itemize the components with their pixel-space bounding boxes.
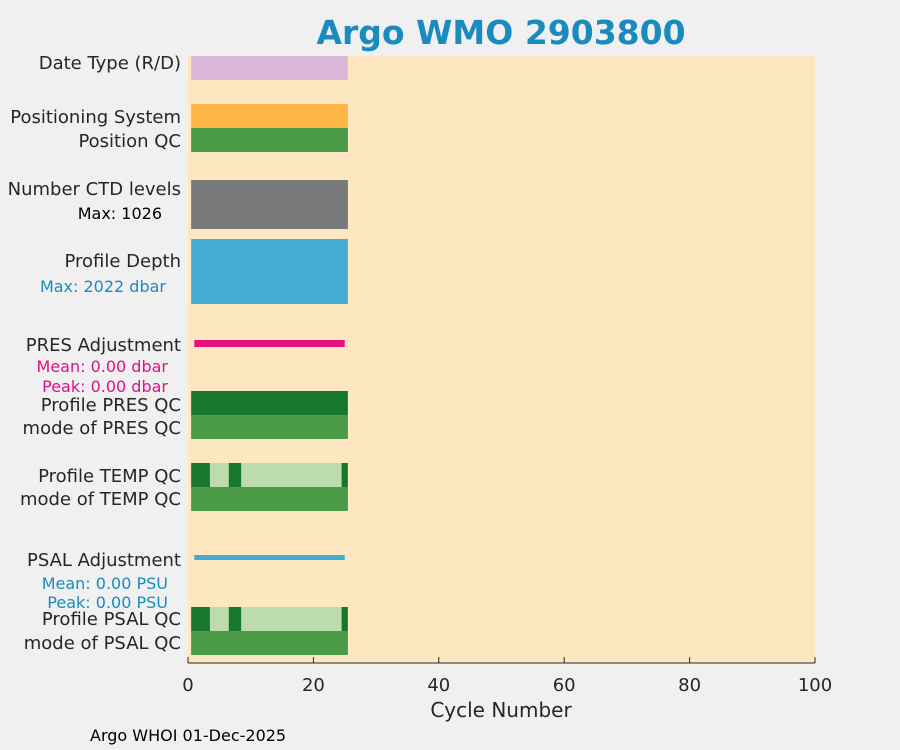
row-annotation: Peak: 0.00 dbar (42, 377, 168, 396)
bar-segment (191, 128, 348, 152)
chart-title: Argo WMO 2903800 (316, 13, 685, 52)
row-label: Date Type (R/D) (39, 53, 181, 74)
bar-segment (191, 180, 348, 229)
row-label: mode of TEMP QC (20, 489, 181, 510)
row-labels: Date Type (R/D) Positioning System Positio… (8, 53, 181, 654)
bars-layer (191, 56, 348, 655)
footer-text: Argo WHOI 01-Dec-2025 (90, 726, 286, 745)
bar-segment (191, 607, 210, 631)
row-label: Profile Depth (64, 251, 181, 272)
bar-segment (191, 415, 348, 439)
row-label: Position QC (78, 131, 181, 152)
row-label: mode of PRES QC (23, 418, 181, 439)
x-axis-label: Cycle Number (430, 698, 572, 722)
row-label: Profile TEMP QC (38, 466, 181, 487)
row-label: PRES Adjustment (26, 335, 181, 356)
bar-segment (228, 607, 242, 631)
bar-segment (191, 391, 348, 415)
bar-segment (341, 607, 348, 631)
bar-segment (241, 463, 342, 487)
bar-segment (194, 340, 345, 347)
x-tick-label: 40 (427, 675, 450, 696)
row-annotation: Max: 1026 (78, 204, 162, 223)
row-annotation: Mean: 0.00 dbar (37, 357, 169, 376)
bar-segment (191, 104, 348, 128)
x-axis: 0 20 40 60 80 100 (182, 657, 832, 696)
row-annotation: Peak: 0.00 PSU (47, 593, 168, 612)
x-tick-label: 100 (798, 675, 832, 696)
x-tick-label: 60 (553, 675, 576, 696)
x-tick-label: 20 (302, 675, 325, 696)
bar-segment (241, 607, 342, 631)
plot-area (188, 56, 815, 663)
bar-segment (191, 631, 348, 655)
bar-segment (341, 463, 348, 487)
bar-segment (228, 463, 242, 487)
row-label: Number CTD levels (8, 179, 181, 200)
row-label: Profile PRES QC (41, 395, 181, 416)
bar-segment (191, 463, 210, 487)
bar-segment (191, 487, 348, 511)
row-annotation: Mean: 0.00 PSU (42, 574, 168, 593)
row-label: Profile PSAL QC (42, 609, 181, 630)
row-annotation: Max: 2022 dbar (40, 277, 166, 296)
row-label: mode of PSAL QC (24, 633, 181, 654)
bar-segment (194, 555, 345, 560)
bar-segment (209, 463, 229, 487)
bar-segment (209, 607, 229, 631)
bar-segment (191, 239, 348, 304)
x-tick-label: 0 (182, 675, 193, 696)
bar-segment (191, 56, 348, 80)
row-label: Positioning System (10, 107, 181, 128)
row-label: PSAL Adjustment (27, 550, 181, 571)
x-tick-label: 80 (678, 675, 701, 696)
